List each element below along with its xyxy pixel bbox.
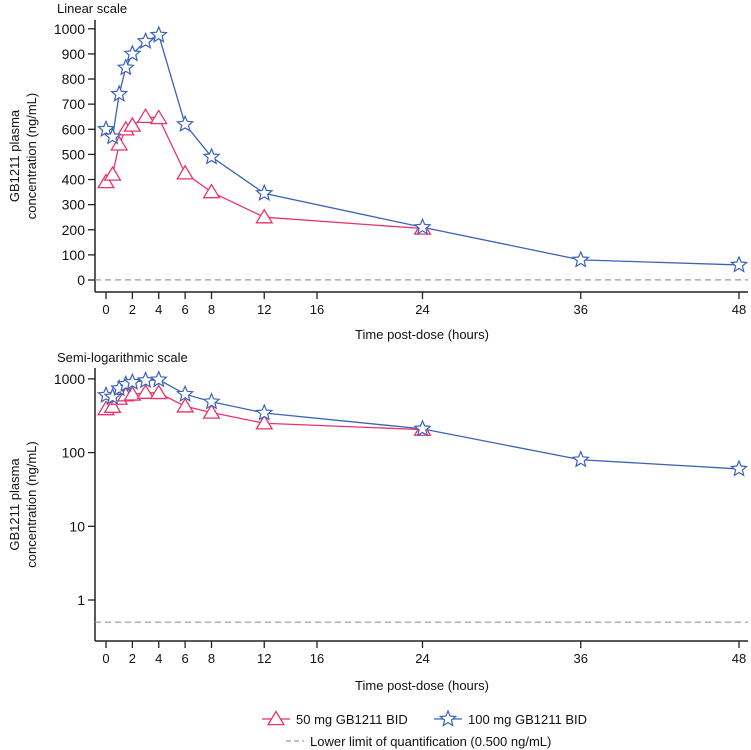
data-point-50mg [176,164,195,180]
data-point-100mg [729,459,749,477]
panel-title: Linear scale [57,1,127,16]
data-point-50mg [149,109,168,125]
data-point-100mg [123,372,142,390]
y-tick-label: 0 [77,272,85,288]
data-point-100mg [571,250,590,268]
data-point-100mg [149,370,168,388]
y-tick-label: 500 [62,146,86,162]
x-tick-label: 48 [732,651,746,666]
data-point-50mg [136,383,155,399]
x-tick-label: 24 [415,651,429,666]
y-tick-label: 600 [62,121,86,137]
y-tick-label: 400 [62,172,86,188]
x-tick-label: 8 [208,651,215,666]
panel-title: Semi-logarithmic scale [57,350,188,365]
data-point-50mg [202,403,221,419]
x-tick-label: 36 [574,302,588,317]
y-tick-label: 1 [77,592,85,608]
data-point-50mg [202,183,221,199]
data-point-100mg [176,114,195,132]
data-point-100mg [413,217,432,235]
x-tick-label: 0 [102,651,109,666]
data-point-100mg [110,84,129,102]
data-point-50mg [255,208,274,224]
data-point-100mg [176,384,195,402]
data-point-100mg [413,419,432,437]
y-tick-label: 1000 [54,21,85,37]
data-point-100mg [149,25,168,43]
x-tick-label: 48 [732,302,746,317]
data-point-100mg [116,58,135,76]
data-point-50mg [103,397,122,413]
x-tick-label: 12 [257,302,271,317]
y-tick-label: 100 [62,247,86,263]
x-tick-label: 36 [574,651,588,666]
y-tick-label: 700 [62,96,86,112]
data-point-50mg [96,173,116,189]
legend: 50 mg GB1211 BID 100 mg GB1211 BID Lower l… [262,712,587,749]
x-tick-label: 0 [102,302,109,317]
x-tick-label: 6 [182,651,189,666]
x-tick-label: 12 [257,651,271,666]
x-axis-label: Time post-dose (hours) [355,327,489,342]
x-tick-label: 4 [155,651,162,666]
y-tick-label: 900 [62,46,86,62]
y-axis-label: GB1211 plasma concentration (ng/mL) [7,441,39,567]
legend-label-lloq: Lower limit of quantification (0.500 ng/… [310,734,551,749]
y-axis-label-line: GB1211 plasma [7,458,22,551]
y-tick-label: 200 [62,222,86,238]
x-tick-label: 24 [415,302,429,317]
y-axis-label-line: concentration (ng/mL) [24,441,39,567]
x-tick-label: 4 [155,302,162,317]
legend-marker-50mg [266,710,286,726]
y-tick-label: 1000 [54,371,85,387]
data-point-100mg [255,403,274,421]
data-point-100mg [103,387,122,405]
y-axis-label: GB1211 plasma concentration (ng/mL) [7,93,39,219]
data-point-100mg [96,119,116,138]
x-tick-label: 6 [182,302,189,317]
data-point-50mg [255,414,274,430]
x-tick-label: 2 [129,302,136,317]
data-point-50mg [123,385,142,401]
data-point-100mg [571,450,590,468]
data-point-100mg [123,44,142,62]
data-point-100mg [136,31,155,50]
y-axis-label-line: GB1211 plasma [7,109,22,202]
legend-label-100mg: 100 mg GB1211 BID [468,712,587,727]
x-axis-label: Time post-dose (hours) [355,678,489,693]
data-point-50mg [176,397,195,413]
y-axis-label-line: concentration (ng/mL) [24,93,39,219]
data-point-50mg [123,116,142,132]
x-tick-label: 8 [208,302,215,317]
data-point-100mg [202,392,221,410]
data-point-100mg [255,183,274,202]
data-point-50mg [136,107,155,123]
x-tick-label: 16 [310,651,324,666]
y-tick-label: 10 [69,518,85,534]
linear-panel: Linear scale 0 100 200 300 400 500 600 700 800 900… [7,1,748,342]
data-point-100mg [202,147,221,165]
legend-marker-100mg [438,709,458,727]
y-tick-label: 300 [62,197,86,213]
data-point-50mg [103,165,122,181]
data-point-50mg [110,135,129,151]
data-point-100mg [729,255,749,273]
x-tick-label: 16 [310,302,324,317]
y-tick-label: 800 [62,71,86,87]
legend-label-50mg: 50 mg GB1211 BID [296,712,408,727]
data-point-50mg [149,384,168,400]
data-point-100mg [103,127,122,145]
x-tick-label: 2 [129,651,136,666]
y-tick-label: 100 [62,445,86,461]
